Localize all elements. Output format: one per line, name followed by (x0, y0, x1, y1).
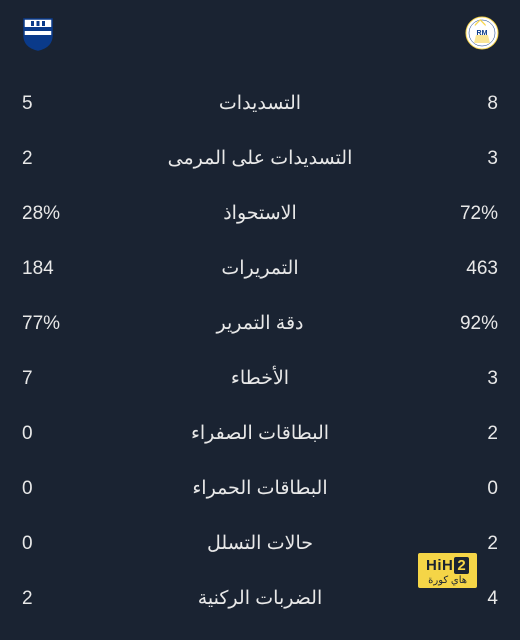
home-team-crest: RM (464, 15, 500, 51)
stat-away-value: 28% (22, 203, 82, 225)
stat-away-value: 7 (22, 368, 82, 390)
stat-home-value: 2 (438, 533, 498, 555)
stat-home-value: 4 (438, 588, 498, 610)
stat-label: التمريرات (82, 257, 438, 280)
watermark-line2: هاي كورة (426, 575, 469, 586)
stat-away-value: 0 (22, 423, 82, 445)
stat-away-value: 2 (22, 588, 82, 610)
stat-home-value: 2 (438, 423, 498, 445)
stat-home-value: 92% (438, 313, 498, 335)
teams-header: RM (0, 0, 520, 76)
watermark-line1: HiH2 (426, 557, 469, 574)
stat-label: الضربات الركنية (82, 587, 438, 610)
stat-label: البطاقات الحمراء (82, 477, 438, 500)
stat-away-value: 184 (22, 258, 82, 280)
stat-home-value: 3 (438, 148, 498, 170)
stat-home-value: 72% (438, 203, 498, 225)
stat-away-value: 0 (22, 533, 82, 555)
stat-row: 3 الأخطاء 7 (22, 351, 498, 406)
match-stats-table: 8 التسديدات 5 3 التسديدات على المرمى 2 7… (0, 76, 520, 626)
stat-away-value: 77% (22, 313, 82, 335)
stat-label: الأخطاء (82, 367, 438, 390)
stat-row: 463 التمريرات 184 (22, 241, 498, 296)
stat-away-value: 0 (22, 478, 82, 500)
site-watermark: HiH2 هاي كورة (418, 553, 477, 588)
stat-row: 8 التسديدات 5 (22, 76, 498, 131)
stat-home-value: 8 (438, 93, 498, 115)
stat-row: 0 البطاقات الحمراء 0 (22, 461, 498, 516)
stat-row: 72% الاستحواذ 28% (22, 186, 498, 241)
svg-text:RM: RM (477, 30, 488, 37)
stat-row: 92% دقة التمرير 77% (22, 296, 498, 351)
stat-home-value: 0 (438, 478, 498, 500)
stat-row: 2 البطاقات الصفراء 0 (22, 406, 498, 461)
stat-home-value: 463 (438, 258, 498, 280)
stat-label: التسديدات (82, 92, 438, 115)
stat-label: البطاقات الصفراء (82, 422, 438, 445)
stat-label: التسديدات على المرمى (82, 147, 438, 170)
stat-away-value: 5 (22, 93, 82, 115)
stat-away-value: 2 (22, 148, 82, 170)
stat-row: 3 التسديدات على المرمى 2 (22, 131, 498, 186)
stat-label: دقة التمرير (82, 312, 438, 335)
stat-label: حالات التسلل (82, 532, 438, 555)
stat-home-value: 3 (438, 368, 498, 390)
away-team-crest (20, 15, 56, 51)
stat-label: الاستحواذ (82, 202, 438, 225)
